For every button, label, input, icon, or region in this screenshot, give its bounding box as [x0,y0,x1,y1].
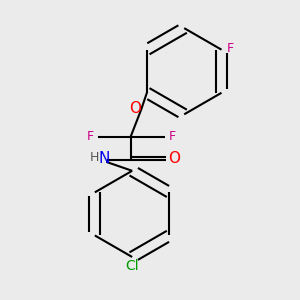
Text: N: N [98,151,110,166]
Text: O: O [129,101,141,116]
Text: F: F [227,42,234,55]
Text: Cl: Cl [125,259,139,273]
Text: F: F [87,130,94,143]
Text: H: H [90,151,99,164]
Text: O: O [168,152,180,166]
Text: F: F [169,130,176,143]
